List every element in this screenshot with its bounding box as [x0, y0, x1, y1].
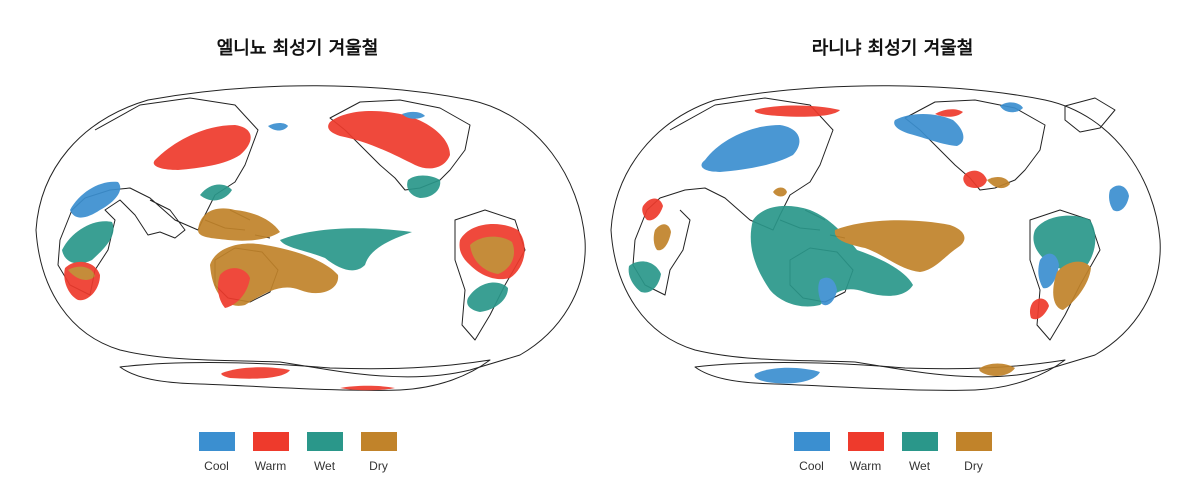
- legend-swatch-warm: [847, 432, 884, 451]
- region-dry-se-us: [987, 176, 1010, 189]
- panel-title: 엘니뇨 최성기 겨울철: [216, 38, 379, 59]
- legend-item-cool: Cool: [793, 432, 830, 473]
- legend-item-warm: Warm: [847, 432, 884, 473]
- region-dry-north-south-america: [470, 236, 515, 274]
- region-dry-arabian-sea: [773, 187, 787, 197]
- region-wet-se-africa: [62, 221, 114, 264]
- region-warm-antarctica-1: [221, 367, 290, 379]
- legend-swatch-warm: [252, 432, 289, 451]
- globe-outline: [35, 85, 586, 378]
- landmass-north-america: [904, 99, 1046, 191]
- region-dry-se-south-america: [1053, 261, 1091, 310]
- region-dry-south-africa: [68, 266, 95, 280]
- region-dry-east-africa: [653, 224, 671, 251]
- region-wet-se-us: [407, 175, 441, 198]
- landmass-greenland: [1064, 97, 1116, 133]
- region-cool-australia: [818, 277, 837, 306]
- landmass-south-america: [454, 209, 526, 341]
- legend-label-warm: Warm: [254, 459, 287, 473]
- legend-swatch-dry: [360, 432, 397, 451]
- region-cool-west-africa: [70, 181, 121, 218]
- landmass-eurasia-africa: [57, 97, 259, 296]
- landmass-eurasia-africa: [632, 97, 834, 296]
- region-wet-se-south-america: [467, 282, 508, 312]
- region-wet-central-pacific: [280, 228, 412, 271]
- region-cool-alaska: [894, 114, 964, 146]
- region-cool-north-canada: [402, 111, 425, 119]
- region-wet-southeast-asia-australia: [750, 205, 913, 307]
- legend-label-cool: Cool: [204, 459, 229, 473]
- region-cool-siberia: [268, 123, 288, 131]
- region-warm-siberia: [754, 105, 840, 117]
- landmass-antarctica: [119, 359, 491, 391]
- panel-title: 라니냐 최성기 겨울철: [811, 38, 974, 59]
- legend-item-wet: Wet: [901, 432, 938, 473]
- region-warm-antarctica-2: [340, 385, 395, 391]
- region-warm-west-africa: [642, 198, 663, 221]
- legend-item-cool: Cool: [198, 432, 235, 473]
- region-warm-se-us: [963, 170, 987, 188]
- legend-label-cool: Cool: [799, 459, 824, 473]
- region-warm-south-south-america: [1029, 298, 1049, 320]
- legend-label-wet: Wet: [313, 459, 336, 473]
- globe-outline: [610, 85, 1161, 378]
- region-cool-northeast-asia: [701, 125, 800, 172]
- legend-label-wet: Wet: [908, 459, 931, 473]
- landmass-antarctica: [694, 359, 1066, 391]
- la-nina-panel: 라니냐 최성기 겨울철: [595, 0, 1190, 495]
- region-warm-north-pacific: [153, 125, 251, 170]
- region-wet-south-africa: [628, 261, 661, 293]
- region-warm-nw-canada: [935, 109, 963, 117]
- legend-item-warm: Warm: [252, 432, 289, 473]
- legend-label-warm: Warm: [849, 459, 882, 473]
- region-warm-alaska-canada: [328, 110, 450, 169]
- legend-item-dry: Dry: [955, 432, 992, 473]
- landmass-south-america: [1029, 209, 1101, 341]
- region-dry-antarctic-peninsula: [979, 363, 1015, 376]
- region-dry-maritime-continent: [198, 208, 280, 241]
- legend-swatch-cool: [198, 432, 235, 451]
- la-nina-world-map: [610, 85, 1161, 391]
- region-cool-antarctica: [754, 367, 820, 384]
- legend-swatch-wet: [306, 432, 343, 451]
- legend-item-dry: Dry: [360, 432, 397, 473]
- region-warm-australia: [217, 268, 250, 308]
- legend-swatch-wet: [901, 432, 938, 451]
- legend-label-dry: Dry: [369, 459, 388, 473]
- el-nino-panel: 엘니뇨 최성기 겨울철: [0, 38, 595, 473]
- region-wet-southeast-asia: [200, 184, 232, 201]
- legend: Cool Warm Wet Dry: [595, 432, 1190, 473]
- legend-label-dry: Dry: [964, 459, 983, 473]
- legend: Cool Warm Wet Dry: [0, 432, 595, 473]
- el-nino-world-map: [35, 85, 586, 391]
- region-cool-south-america: [1038, 253, 1059, 289]
- region-dry-central-pacific: [834, 220, 965, 272]
- legend-swatch-dry: [955, 432, 992, 451]
- region-cool-greenland: [1109, 185, 1129, 212]
- region-cool-north-canada: [1000, 102, 1023, 113]
- legend-swatch-cool: [793, 432, 830, 451]
- legend-item-wet: Wet: [306, 432, 343, 473]
